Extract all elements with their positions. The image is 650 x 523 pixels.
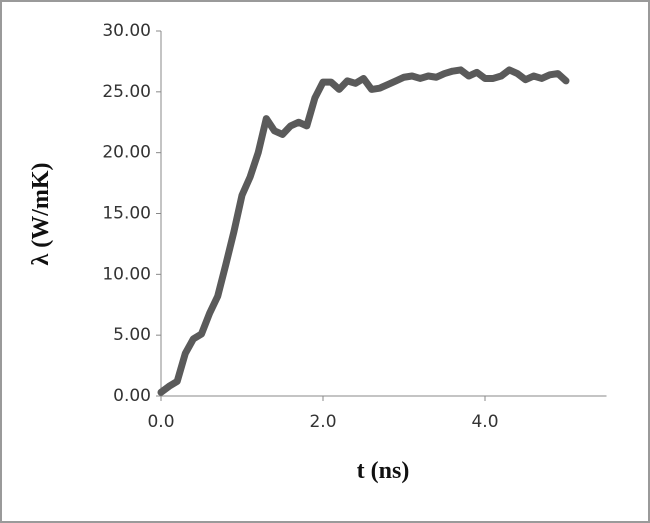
y-axis-title: λ (W/mK)	[28, 162, 54, 265]
x-tick-label: 4.0	[471, 412, 498, 432]
x-tick-label: 2.0	[309, 412, 336, 432]
y-tick-label: 20.00	[102, 143, 151, 163]
y-tick-label: 0.00	[113, 386, 151, 406]
x-tick-label: 0.0	[147, 412, 174, 432]
y-tick-label: 25.00	[102, 82, 151, 102]
data-line	[157, 66, 570, 396]
y-tick-label: 5.00	[113, 325, 151, 345]
y-tick-label: 30.00	[102, 21, 151, 41]
y-tick-label: 15.00	[102, 204, 151, 224]
x-axis-title: t (ns)	[357, 458, 410, 484]
y-tick-label: 10.00	[102, 264, 151, 284]
